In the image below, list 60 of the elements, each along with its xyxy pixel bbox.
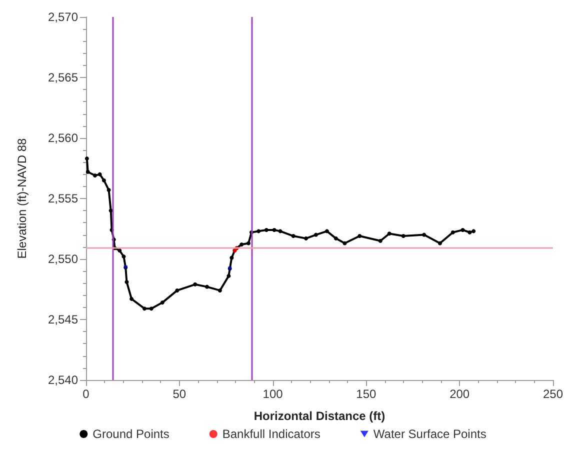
point [92, 174, 97, 178]
point [218, 288, 222, 292]
legend-label: Bankfull Indicators [222, 427, 320, 441]
y-tick-label: 2,555 [48, 192, 78, 206]
point [106, 188, 111, 192]
point [122, 254, 126, 259]
legend-label: Water Surface Points [373, 427, 486, 441]
y-tick-label: 2,540 [48, 373, 78, 387]
point [324, 229, 329, 234]
point [468, 230, 472, 234]
y-tick-label: 2,565 [48, 70, 78, 84]
point [86, 170, 90, 174]
point [193, 282, 198, 286]
x-tick-label: 250 [542, 387, 564, 401]
point [334, 236, 338, 240]
legend-label: Ground Points [92, 427, 170, 441]
point [401, 234, 406, 238]
point [102, 178, 106, 182]
point [175, 288, 180, 292]
point [205, 284, 210, 289]
point [130, 296, 134, 301]
x-axis-title: Horizontal Distance (ft) [254, 409, 386, 423]
point [240, 242, 244, 246]
point [264, 228, 268, 232]
x-tick-label: 50 [172, 387, 186, 401]
point [246, 241, 251, 246]
point [256, 229, 261, 234]
point [450, 230, 455, 234]
point [142, 306, 146, 311]
point [84, 156, 89, 161]
x-tick-label: 100 [262, 387, 284, 401]
point [314, 232, 318, 237]
y-tick-label: 2,570 [48, 10, 78, 24]
point [422, 232, 426, 237]
point [472, 229, 476, 234]
point [291, 234, 296, 238]
point [272, 228, 276, 232]
x-tick-label: 150 [356, 387, 377, 401]
y-tick-label: 2,550 [48, 252, 78, 266]
point [342, 241, 347, 246]
point [378, 238, 382, 243]
point [304, 236, 308, 240]
point [108, 208, 113, 213]
point [438, 241, 442, 246]
point [118, 248, 122, 253]
y-axis-title: Elevation (ft)-NAVD 88 [15, 138, 29, 259]
x-tick-label: 0 [82, 387, 90, 401]
point [358, 234, 362, 238]
point [160, 300, 164, 305]
y-tick-label: 2,560 [48, 131, 78, 145]
y-tick-label: 2,545 [48, 312, 78, 326]
point [387, 232, 392, 236]
point [98, 172, 102, 176]
point [149, 306, 154, 311]
point [278, 229, 282, 234]
point [460, 228, 465, 232]
x-tick-label: 200 [450, 387, 470, 401]
point [226, 274, 231, 278]
point [124, 280, 129, 284]
point [230, 256, 234, 260]
